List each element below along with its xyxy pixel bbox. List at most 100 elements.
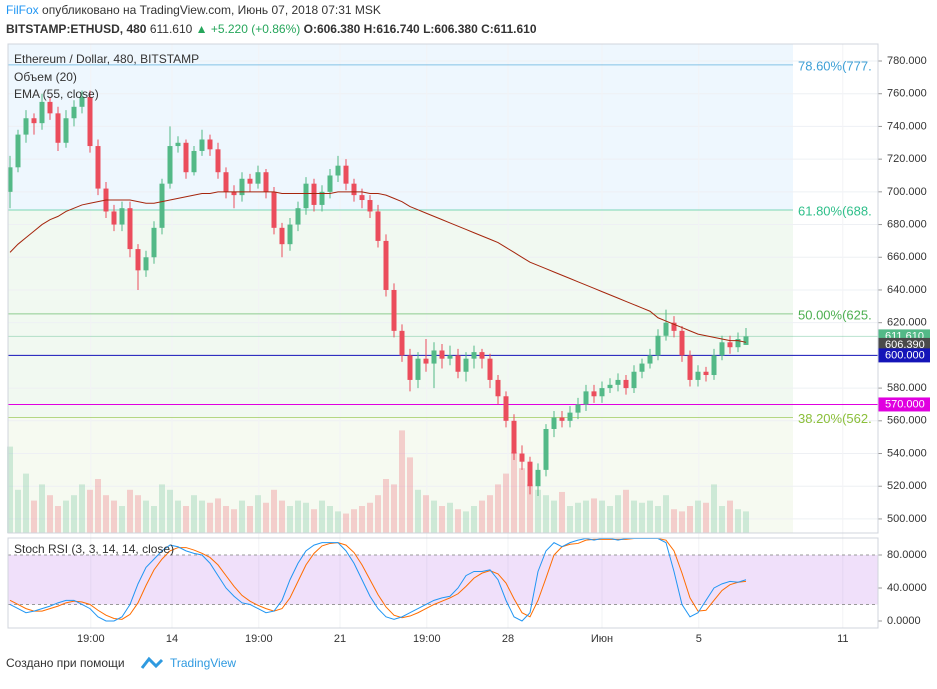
volume-bar — [351, 509, 357, 533]
ema-line — [9, 191, 747, 343]
volume-bar — [239, 500, 245, 533]
fib-zone — [8, 417, 793, 533]
volume-bar — [607, 506, 613, 533]
candle-body — [255, 172, 261, 184]
candle-body — [111, 211, 117, 225]
volume-bar — [615, 495, 621, 533]
volume-bar — [287, 506, 293, 533]
volume-bar — [183, 506, 189, 533]
volume-bar — [679, 511, 685, 533]
price-label-bg — [878, 397, 930, 412]
candle-body — [543, 428, 549, 470]
x-tick-label: 28 — [502, 633, 514, 645]
volume-bar — [567, 506, 573, 533]
main-pane-border — [7, 43, 879, 534]
volume-bar — [703, 502, 709, 533]
candle-body — [415, 358, 421, 380]
high: H:616.740 — [364, 22, 420, 36]
volume-bar — [167, 489, 173, 533]
volume-bar — [319, 500, 325, 533]
volume-bar — [39, 484, 45, 533]
candle-body — [215, 149, 221, 173]
volume-bar — [439, 506, 445, 533]
x-tick-label: 19:00 — [413, 633, 441, 645]
candle-body — [287, 224, 293, 245]
candle-body — [711, 355, 717, 376]
volume-bar — [583, 500, 589, 533]
candle-body — [735, 339, 741, 348]
candle-body — [447, 355, 453, 359]
y-tick-label: 760.000 — [887, 88, 927, 100]
author[interactable]: FilFox — [6, 3, 39, 17]
candle-body — [303, 183, 309, 209]
candle-body — [359, 195, 365, 201]
volume-bar — [191, 495, 197, 533]
low: L:606.380 — [423, 22, 478, 36]
candle-body — [503, 396, 509, 421]
candle-body — [719, 342, 725, 356]
candle-body — [119, 208, 125, 225]
volume-bar — [47, 495, 53, 533]
x-tick-label: 19:00 — [245, 633, 273, 645]
volume-bar — [15, 489, 21, 533]
candle-body — [471, 352, 477, 359]
volume-bar — [743, 511, 749, 533]
candle-body — [527, 461, 533, 487]
symbol: BITSTAMP:ETHUSD, 480 — [6, 22, 147, 36]
candle-body — [239, 178, 245, 196]
volume-bar — [551, 500, 557, 533]
candle-body — [431, 350, 437, 364]
candle-body — [87, 96, 93, 147]
candle-body — [583, 391, 589, 405]
candle-body — [367, 200, 373, 212]
volume-bar — [311, 509, 317, 533]
change: ▲ +5.220 (+0.86%) — [196, 22, 301, 36]
volume-bar — [215, 498, 221, 533]
candle-body — [575, 404, 581, 413]
volume-bar — [487, 495, 493, 533]
candle-body — [295, 208, 301, 225]
footer-brand[interactable]: TradingView — [170, 656, 236, 670]
volume-bar — [231, 509, 237, 533]
candle-body — [279, 227, 285, 245]
candle-body — [623, 379, 629, 389]
candle-body — [63, 118, 69, 143]
candle-body — [159, 183, 165, 228]
volume-bar — [223, 506, 229, 533]
candle-body — [335, 165, 341, 176]
volume-bar — [327, 506, 333, 533]
y-tick-label: 720.000 — [887, 153, 927, 165]
volume-bar — [463, 511, 469, 533]
volume-bar — [727, 500, 733, 533]
volume-bar — [367, 502, 373, 533]
volume-bar — [31, 500, 37, 533]
volume-bar — [535, 489, 541, 533]
y-tick-label: 740.000 — [887, 120, 927, 132]
volume-bar — [495, 484, 501, 533]
volume-bar — [127, 489, 133, 533]
stoch-label: Stoch RSI (3, 3, 14, 14, close) — [14, 542, 174, 556]
volume-bar — [247, 506, 253, 533]
candle-body — [663, 322, 669, 336]
footer-created: Создано при помощи — [6, 656, 125, 670]
volume-bar — [687, 506, 693, 533]
volume-bar — [71, 495, 77, 533]
candle-body — [223, 172, 229, 192]
candle-body — [679, 330, 685, 356]
ema-label: EMA (55, close) — [14, 87, 99, 101]
volume-bar — [639, 502, 645, 533]
candle-body — [463, 358, 469, 372]
volume-bar — [599, 500, 605, 533]
candle-body — [535, 469, 541, 487]
stoch-tick-label: 80.0000 — [887, 549, 927, 561]
candle-body — [687, 355, 693, 380]
stoch-tick-label: 40.0000 — [887, 582, 927, 594]
candle-body — [495, 379, 501, 397]
candle-body — [71, 106, 77, 119]
volume-bar — [343, 513, 349, 533]
candle-body — [399, 330, 405, 356]
volume-bar — [119, 506, 125, 533]
y-tick-label: 660.000 — [887, 251, 927, 263]
plot: 500.000 520.000 540.000 560.000 580.000 600.0… — [7, 44, 930, 645]
